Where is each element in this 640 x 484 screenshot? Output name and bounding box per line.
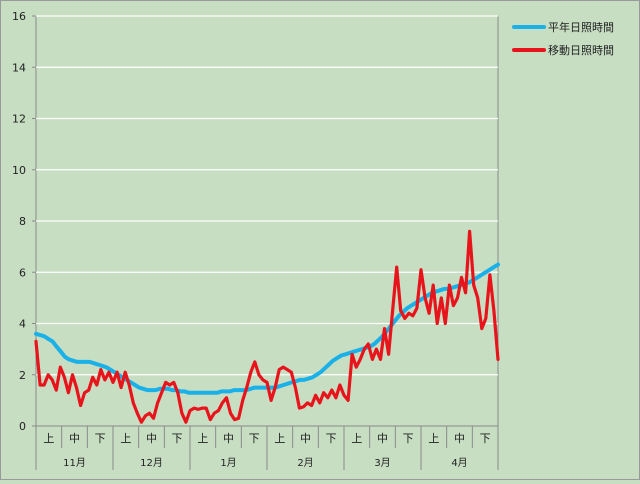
x-sub-label: 中 bbox=[377, 432, 388, 445]
x-sub-label: 上 bbox=[120, 432, 131, 445]
x-sub-label: 下 bbox=[480, 432, 491, 445]
legend-item: 平年日照時間 bbox=[512, 20, 614, 34]
y-tick-label: 4 bbox=[19, 318, 26, 331]
x-sub-label: 上 bbox=[43, 432, 54, 445]
x-sub-label: 下 bbox=[172, 432, 183, 445]
y-tick-label: 6 bbox=[19, 266, 26, 279]
y-tick-label: 2 bbox=[19, 369, 26, 382]
gridlines bbox=[36, 15, 498, 376]
legend-item: 移動日照時間 bbox=[512, 43, 614, 57]
x-sub-label: 下 bbox=[403, 432, 414, 445]
x-sub-label: 上 bbox=[197, 432, 208, 445]
legend-label: 移動日照時間 bbox=[548, 43, 614, 57]
y-tick-label: 10 bbox=[12, 164, 26, 177]
x-sub-label: 中 bbox=[300, 432, 311, 445]
x-sub-label: 中 bbox=[223, 432, 234, 445]
month-label: 11月 bbox=[63, 457, 86, 469]
y-tick-label: 12 bbox=[12, 113, 26, 126]
series-line-moving bbox=[34, 229, 500, 424]
x-sub-label: 下 bbox=[249, 432, 260, 445]
x-sub-label: 中 bbox=[69, 432, 80, 445]
x-axis: 上 中 下 上 中 下 上 中 下 上 中 下 上 中 下 上 中 下 11月 12月 1月 2月 3月 4月 bbox=[35, 426, 499, 470]
y-tick-label: 16 bbox=[12, 10, 26, 23]
x-sub-label: 中 bbox=[454, 432, 465, 445]
x-sub-label: 上 bbox=[274, 432, 285, 445]
month-label: 3月 bbox=[374, 457, 390, 469]
x-sub-label: 下 bbox=[95, 432, 106, 445]
month-label: 4月 bbox=[451, 457, 467, 469]
y-tick-label: 14 bbox=[12, 61, 26, 74]
month-label: 1月 bbox=[220, 457, 236, 469]
series-lines bbox=[34, 229, 500, 424]
y-tick-label: 0 bbox=[19, 420, 26, 433]
y-axis: 0 2 4 6 8 10 12 14 16 bbox=[12, 10, 36, 433]
x-sub-label: 下 bbox=[326, 432, 337, 445]
legend-label: 平年日照時間 bbox=[548, 20, 614, 34]
month-label: 2月 bbox=[297, 457, 313, 469]
y-tick-label: 8 bbox=[19, 215, 26, 228]
x-sub-label: 上 bbox=[428, 432, 439, 445]
x-sub-label: 上 bbox=[351, 432, 362, 445]
x-sub-label: 中 bbox=[146, 432, 157, 445]
month-label: 12月 bbox=[140, 457, 163, 469]
